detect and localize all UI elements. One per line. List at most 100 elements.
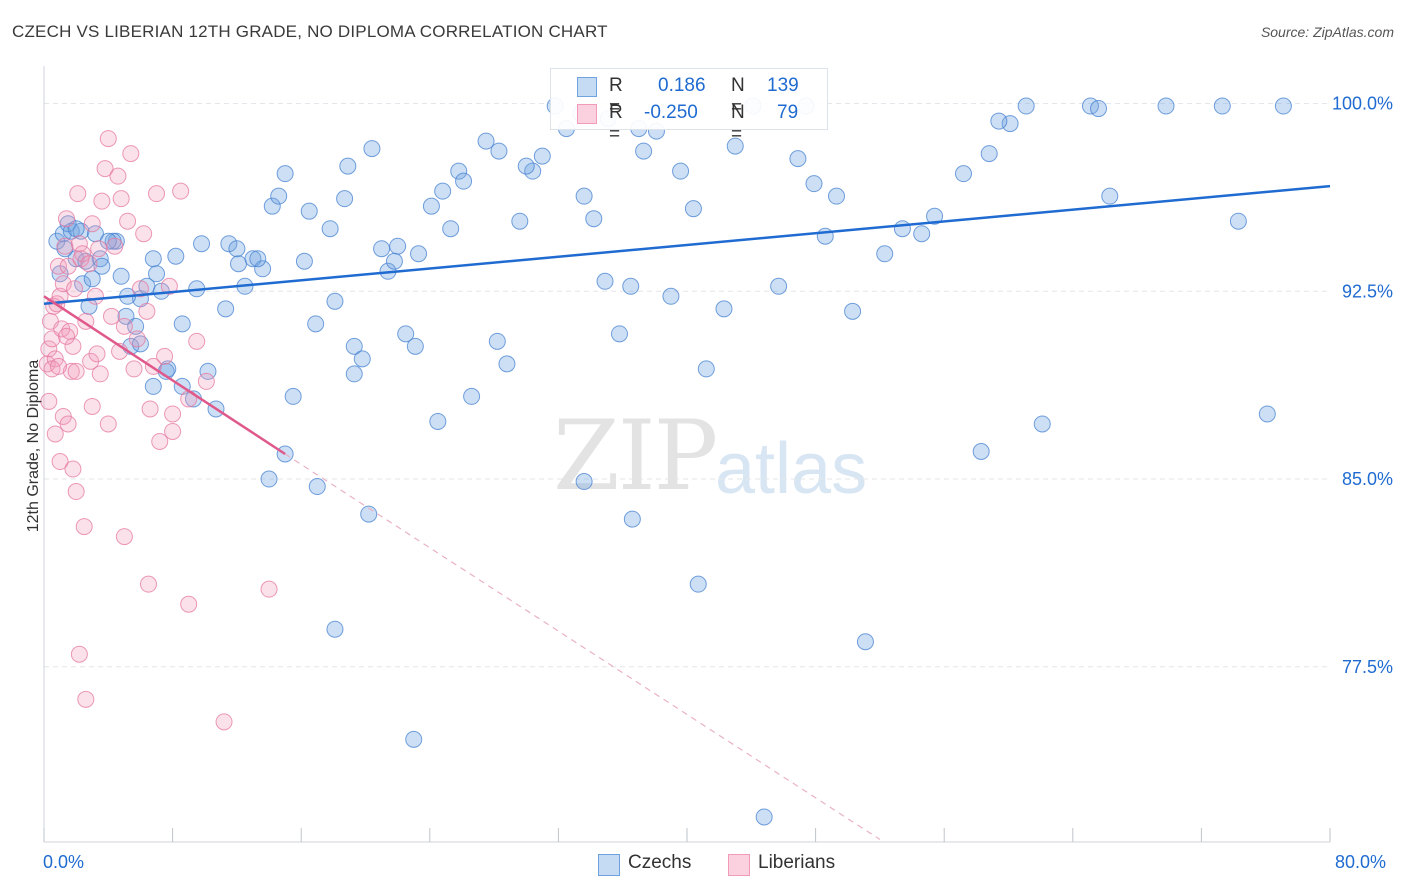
liberians-point xyxy=(67,362,85,380)
y-tick-label: 92.5% xyxy=(1342,281,1393,301)
czechs-point xyxy=(148,265,166,283)
czechs-point xyxy=(1001,115,1019,133)
liberians-point xyxy=(141,400,159,418)
liberians-point xyxy=(70,235,88,253)
watermark-atlas: atlas xyxy=(715,429,868,509)
czechs-point xyxy=(295,252,313,270)
czechs-point xyxy=(1274,97,1292,115)
liberians-point xyxy=(164,422,182,440)
liberians-point xyxy=(74,245,92,263)
liberians-point xyxy=(151,432,169,450)
legend-swatch-liberians xyxy=(728,854,750,876)
liberians-point xyxy=(119,212,137,230)
liberians-point xyxy=(88,345,106,363)
czechs-point xyxy=(144,250,162,268)
legend-swatch-czechs xyxy=(598,854,620,876)
czechs-point xyxy=(517,157,535,175)
liberians-point xyxy=(80,255,98,273)
czechs-point xyxy=(131,335,149,353)
czechs-point xyxy=(345,337,363,355)
czechs-point xyxy=(980,145,998,163)
liberians-point xyxy=(64,460,82,478)
czechs-point xyxy=(345,365,363,383)
czechs-point xyxy=(263,197,281,215)
czechs-point xyxy=(173,315,191,333)
czechs-point xyxy=(1157,97,1175,115)
x-tick-label-max: 80.0% xyxy=(1335,852,1387,872)
czechs-point xyxy=(585,210,603,228)
czechs-point xyxy=(789,150,807,168)
czechs-point xyxy=(610,325,628,343)
n-value: 139 xyxy=(767,75,799,96)
czechs-point xyxy=(697,360,715,378)
czechs-point xyxy=(450,162,468,180)
czechs-point xyxy=(363,140,381,158)
czechs-point xyxy=(326,292,344,310)
czechs-point xyxy=(385,252,403,270)
liberians-point xyxy=(215,713,233,731)
czechs-point xyxy=(217,300,235,318)
liberians-point xyxy=(69,185,87,203)
czechs-point xyxy=(672,162,690,180)
czechs-point xyxy=(913,225,931,243)
liberians-point xyxy=(86,287,104,305)
liberians-point xyxy=(188,332,206,350)
liberians-trend-line xyxy=(43,295,286,456)
czechs-point xyxy=(770,277,788,295)
czechs-point xyxy=(635,142,653,160)
czechs-point xyxy=(397,325,415,343)
czechs-point xyxy=(228,240,246,258)
n-label: N = xyxy=(731,75,745,118)
liberians-point xyxy=(40,340,58,358)
liberians-point xyxy=(49,357,67,375)
y-tick-label: 100.0% xyxy=(1332,94,1393,114)
czechs-point xyxy=(74,275,92,293)
r-value: 0.186 xyxy=(658,75,706,96)
y-tick-label: 85.0% xyxy=(1342,469,1393,489)
czechs-point xyxy=(429,412,447,430)
liberians-point xyxy=(112,190,130,208)
liberians-point xyxy=(106,237,124,255)
czechs-point xyxy=(83,270,101,288)
czechs-point xyxy=(1213,97,1231,115)
czechs-swatch xyxy=(577,77,597,97)
r-value: -0.250 xyxy=(644,102,698,123)
czechs-point xyxy=(112,267,130,285)
czechs-point xyxy=(490,142,508,160)
czechs-point xyxy=(575,473,593,491)
czechs-point xyxy=(422,197,440,215)
liberians-point xyxy=(156,347,174,365)
stats-box: R = 0.186 N = 139 R = -0.250 N = 79 xyxy=(550,68,828,145)
czechs-point xyxy=(353,350,371,368)
liberians-point xyxy=(67,483,85,501)
r-label: R = xyxy=(609,102,623,145)
czechs-point xyxy=(62,222,80,240)
liberians-point xyxy=(96,160,114,178)
czechs-point xyxy=(1090,100,1108,118)
liberians-point xyxy=(109,167,127,185)
czechs-point xyxy=(373,240,391,258)
czechs-point xyxy=(308,478,326,496)
czechs-point xyxy=(249,250,267,268)
liberians-point xyxy=(125,360,143,378)
czechs-point xyxy=(622,277,640,295)
czechs-point xyxy=(533,147,551,165)
liberians-point xyxy=(148,185,166,203)
liberians-point xyxy=(99,415,117,433)
liberians-point xyxy=(99,130,117,148)
czechs-point xyxy=(477,132,495,150)
czechs-point xyxy=(326,620,344,638)
czechs-point xyxy=(321,220,339,238)
czechs-point xyxy=(284,387,302,405)
czechs-point xyxy=(389,237,407,255)
liberians-point xyxy=(90,240,108,258)
legend-label-czechs: Czechs xyxy=(628,852,692,873)
y-tick-label: 77.5% xyxy=(1342,657,1393,677)
czechs-point xyxy=(406,337,424,355)
czechs-point xyxy=(856,633,874,651)
x-tick-label-min: 0.0% xyxy=(43,852,85,872)
liberians-point xyxy=(62,362,80,380)
czechs-point xyxy=(498,355,516,373)
czechs-point xyxy=(596,272,614,290)
liberians-point xyxy=(70,645,88,663)
